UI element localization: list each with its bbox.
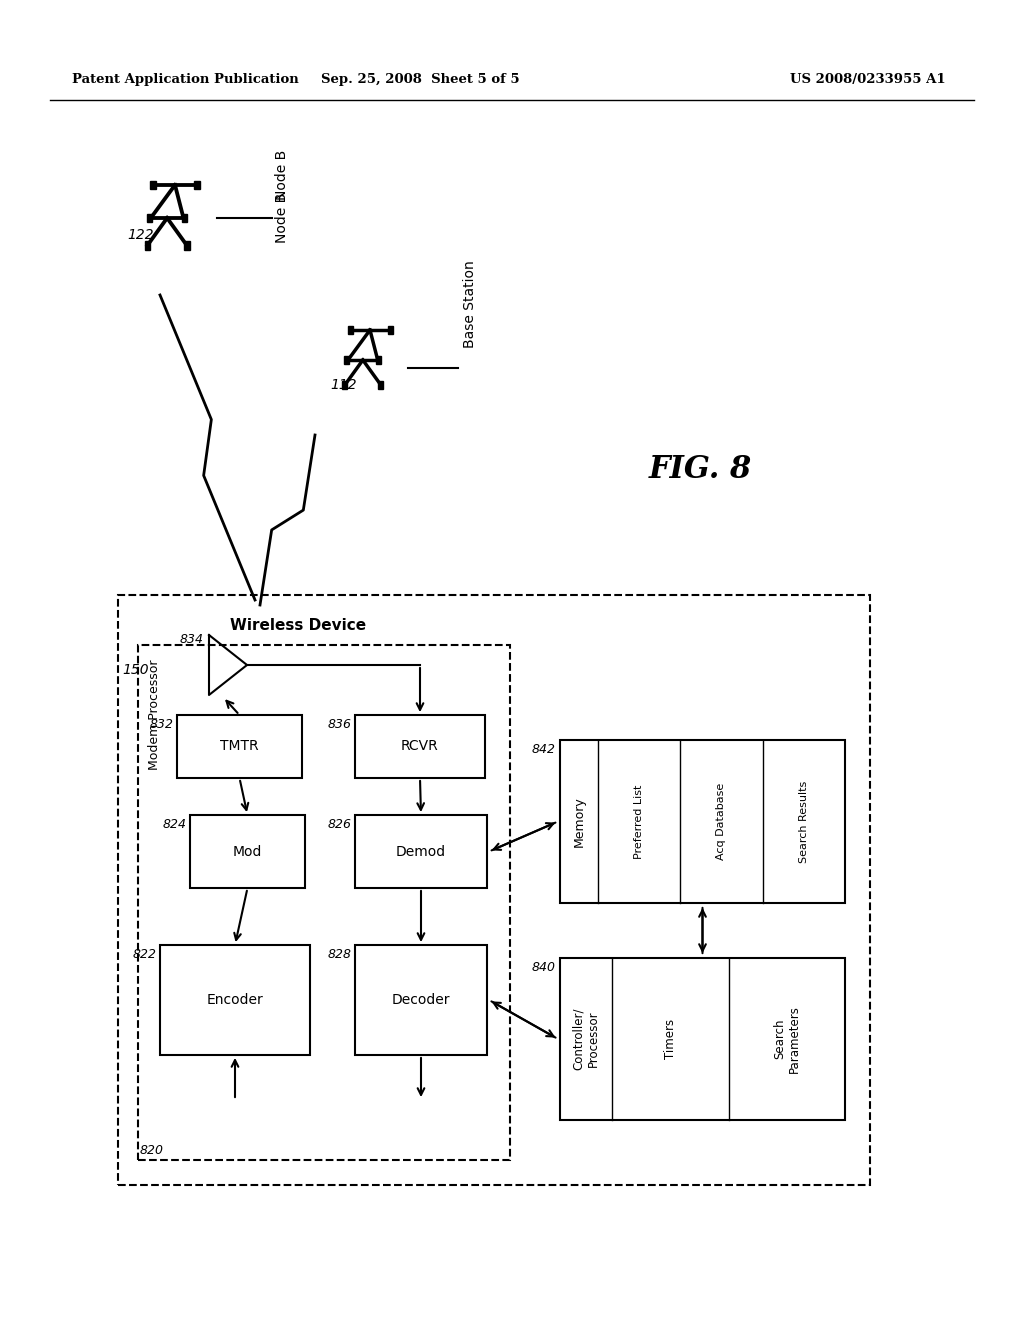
Bar [151, 181, 156, 189]
Bar [184, 242, 189, 249]
Text: 828: 828 [328, 948, 352, 961]
Text: 842: 842 [532, 743, 556, 756]
Text: RCVR: RCVR [401, 739, 439, 754]
Bar [355, 945, 487, 1055]
Text: Mod: Mod [232, 845, 262, 858]
Bar [347, 326, 352, 334]
Bar [560, 741, 845, 903]
Text: Controller/
Processor: Controller/ Processor [572, 1007, 600, 1071]
Text: US 2008/0233955 A1: US 2008/0233955 A1 [790, 74, 945, 87]
Bar [377, 356, 381, 364]
Text: TMTR: TMTR [220, 739, 259, 754]
Text: Search
Parameters: Search Parameters [773, 1005, 801, 1073]
Text: Decoder: Decoder [392, 993, 451, 1007]
Text: Timers: Timers [664, 1019, 677, 1059]
Bar [160, 945, 310, 1055]
Text: FIG. 8: FIG. 8 [648, 454, 752, 486]
Bar [195, 181, 200, 189]
Bar [355, 715, 485, 777]
Text: 112: 112 [330, 378, 356, 392]
Text: 834: 834 [180, 634, 204, 645]
Text: Wireless Device: Wireless Device [230, 618, 367, 634]
Text: Node B: Node B [275, 149, 289, 201]
Text: Acq Database: Acq Database [717, 783, 726, 861]
Bar [177, 715, 302, 777]
Text: Search Results: Search Results [799, 780, 809, 863]
Bar [146, 214, 153, 222]
Text: Demod: Demod [396, 845, 446, 858]
Bar [387, 326, 392, 334]
Text: 824: 824 [163, 818, 187, 832]
Bar [344, 356, 349, 364]
Text: 822: 822 [133, 948, 157, 961]
Bar [560, 958, 845, 1119]
Text: Preferred List: Preferred List [634, 784, 644, 859]
Bar [182, 214, 187, 222]
Bar [190, 814, 305, 888]
Text: 150: 150 [122, 663, 148, 677]
Text: 820: 820 [140, 1143, 164, 1156]
Text: Memory: Memory [572, 796, 586, 847]
Text: Patent Application Publication: Patent Application Publication [72, 74, 299, 87]
Text: 836: 836 [328, 718, 352, 731]
Text: 826: 826 [328, 818, 352, 832]
Text: 832: 832 [150, 718, 174, 731]
Text: Modem Processor: Modem Processor [148, 660, 161, 771]
Bar [355, 814, 487, 888]
Bar [144, 242, 151, 249]
Text: Encoder: Encoder [207, 993, 263, 1007]
Bar [138, 645, 510, 1160]
Text: Sep. 25, 2008  Sheet 5 of 5: Sep. 25, 2008 Sheet 5 of 5 [321, 74, 519, 87]
Bar [378, 381, 383, 389]
Text: 840: 840 [532, 961, 556, 974]
Bar [342, 381, 347, 389]
Text: Node B: Node B [275, 193, 289, 243]
Bar [118, 595, 870, 1185]
Text: 122: 122 [127, 228, 154, 242]
Text: Base Station: Base Station [463, 260, 477, 348]
